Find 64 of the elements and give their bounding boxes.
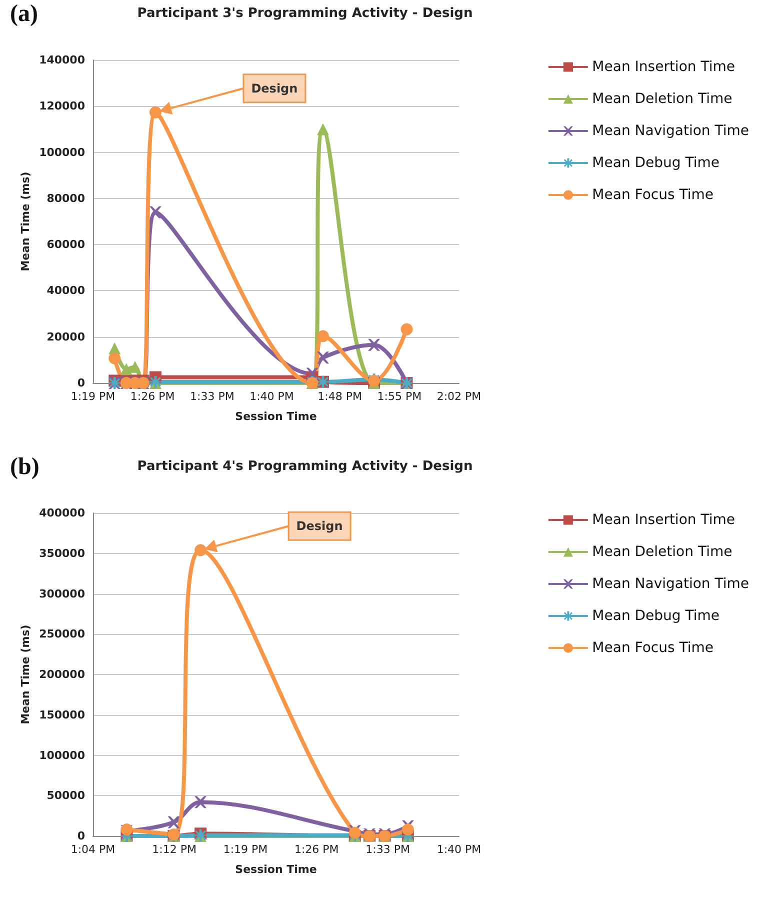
legend-label: Mean Deletion Time (592, 544, 732, 560)
legend-label: Mean Navigation Time (592, 576, 750, 592)
point (400, 323, 413, 336)
x-tick-label: 1:33 PM (190, 390, 234, 403)
annotation: Design (251, 81, 298, 96)
chart-title: Participant 3's Programming Activity - Design (137, 6, 473, 21)
x-tick-label: 1:40 PM (250, 390, 294, 403)
x-tick-label: 1:48 PM (318, 390, 362, 403)
y-tick-label: 120000 (39, 100, 86, 113)
text: (a) (10, 1, 38, 27)
point (317, 330, 329, 342)
x-tick-label: 1:04 PM (70, 843, 116, 856)
legend-label: Mean Debug Time (592, 608, 720, 624)
point (194, 544, 207, 556)
y-tick-label: 60000 (46, 238, 86, 252)
legend-label: Mean Focus Time (592, 640, 714, 656)
x-tick-label: 1:40 PM (436, 843, 482, 856)
legend-label: Mean Insertion Time (592, 59, 735, 75)
y-axis-title: Mean Time (ms) (19, 172, 32, 272)
x-tick-label: 1:19 PM (223, 843, 268, 856)
y-tick-label: 20000 (46, 330, 86, 344)
y-tick-label: 140000 (39, 54, 86, 66)
x-tick-label: 1:12 PM (152, 843, 196, 856)
point (402, 824, 414, 836)
annotation: Design (296, 519, 343, 534)
x-axis-title: Session Time (235, 863, 317, 876)
x-tick-label: 1:33 PM (366, 843, 410, 856)
x-tick-label: 2:02 PM (436, 390, 482, 403)
y-tick-label: 0 (77, 830, 86, 842)
legend-label: Mean Deletion Time (592, 91, 732, 107)
y-tick-label: 100000 (39, 146, 86, 159)
y-tick-label: 100000 (39, 748, 86, 762)
x-axis-title: Session Time (235, 410, 317, 423)
point (316, 123, 329, 136)
y-tick-label: 250000 (39, 628, 86, 641)
y-tick-label: 200000 (39, 668, 86, 681)
point (120, 363, 132, 376)
y-tick-label: 350000 (39, 546, 86, 560)
x-tick-label: 1:19 PM (70, 390, 116, 403)
legend-label: Mean Focus Time (592, 187, 714, 203)
x-tick-label: 1:26 PM (130, 390, 175, 403)
y-tick-label: 400000 (39, 506, 86, 520)
chart-title: Participant 4's Programming Activity - Design (137, 459, 473, 474)
point (108, 352, 121, 364)
y-tick-label: 50000 (46, 789, 86, 802)
legend-label: Mean Navigation Time (592, 123, 750, 139)
y-tick-label: 150000 (39, 708, 86, 722)
x-tick-label: 1:55 PM (377, 390, 422, 403)
point (168, 816, 180, 828)
y-tick-label: 40000 (46, 284, 86, 298)
point (149, 206, 162, 218)
legend-label: Mean Insertion Time (592, 512, 735, 528)
point (316, 352, 329, 364)
y-axis-title: Mean Time (ms) (19, 624, 32, 724)
point (368, 338, 380, 351)
text: (b) (10, 454, 40, 480)
y-tick-label: 0 (77, 376, 86, 390)
y-tick-label: 80000 (46, 192, 86, 205)
point (129, 360, 142, 373)
x-tick-label: 1:26 PM (294, 843, 339, 856)
legend-label: Mean Debug Time (592, 155, 720, 171)
y-tick-label: 300000 (39, 587, 86, 600)
point (194, 796, 207, 808)
point (149, 106, 162, 118)
